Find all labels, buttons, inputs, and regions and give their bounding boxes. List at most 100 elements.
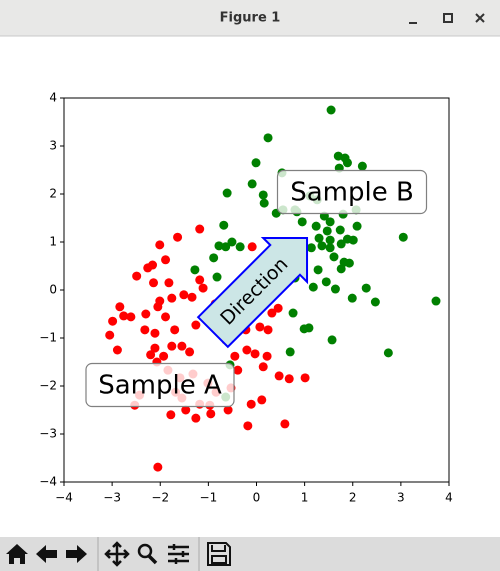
annotation-text: Sample A — [98, 371, 222, 401]
scatter-point — [285, 347, 295, 357]
y-tick-label: −4 — [39, 475, 57, 489]
close-button[interactable] — [475, 13, 485, 23]
scatter-point — [191, 320, 201, 330]
scatter-point — [209, 253, 219, 263]
scatter-point — [150, 343, 160, 353]
x-tick-label: 2 — [349, 491, 357, 505]
annotation-box — [276, 169, 428, 215]
title-bar — [0, 0, 500, 36]
scatter-point — [314, 233, 324, 243]
y-tick-label: 3 — [49, 139, 57, 153]
scatter-point — [259, 198, 269, 208]
scatter-point — [167, 341, 177, 351]
scatter-point — [119, 311, 129, 321]
scatter-point — [273, 303, 283, 313]
y-tick-label: 2 — [49, 187, 57, 201]
y-tick-label: −3 — [39, 427, 57, 441]
scatter-point — [274, 371, 284, 381]
scatter-point — [308, 282, 318, 292]
y-tick-label: −2 — [39, 379, 57, 393]
x-tick-label: 4 — [445, 491, 453, 505]
scatter-point — [361, 283, 371, 293]
scatter-point — [431, 296, 441, 306]
scatter-point — [214, 241, 224, 251]
scatter-point — [311, 221, 321, 231]
scatter-point — [198, 283, 208, 293]
scatter-point — [179, 290, 189, 300]
scatter-point — [325, 243, 335, 253]
scatter-point — [329, 252, 339, 262]
maximize-button[interactable] — [443, 13, 453, 23]
scatter-point — [166, 410, 176, 420]
configure-button[interactable] — [168, 544, 189, 564]
scatter-point — [164, 278, 174, 288]
annotation-text: Sample B — [290, 178, 414, 208]
annotation-box — [85, 362, 235, 408]
scatter-point — [344, 258, 354, 268]
scatter-point — [221, 242, 231, 252]
back-button[interactable] — [36, 545, 57, 563]
scatter-point — [263, 133, 273, 143]
scatter-point — [159, 351, 169, 361]
scatter-point — [262, 351, 272, 361]
scatter-point — [313, 265, 323, 275]
scatter-point — [141, 309, 151, 319]
scatter-point — [321, 277, 331, 287]
scatter-point — [398, 232, 408, 242]
scatter-point — [191, 413, 201, 423]
scatter-point — [187, 292, 197, 302]
scatter-point — [300, 373, 310, 383]
scatter-point — [115, 302, 125, 312]
x-tick-label: −2 — [151, 491, 169, 505]
plot: −4 −3 −2 −1 0 1 2 3 4 −4 −3 −2 −1 0 1 2 3 4 Sample A Sample… — [39, 91, 453, 505]
scatter-point — [246, 399, 256, 409]
scatter-point — [267, 308, 277, 318]
scatter-point — [258, 190, 268, 200]
x-tick-label: −1 — [200, 491, 218, 505]
scatter-point — [288, 308, 298, 318]
scatter-point — [233, 365, 243, 375]
y-tick-label: −1 — [39, 331, 57, 345]
scatter-point — [161, 255, 171, 265]
scatter-point — [347, 293, 357, 303]
scatter-point — [297, 217, 307, 227]
scatter-point — [336, 239, 346, 249]
scatter-point — [383, 348, 393, 358]
scatter-point — [326, 105, 336, 115]
forward-button[interactable] — [66, 545, 87, 563]
home-button[interactable] — [6, 544, 28, 564]
scatter-point — [235, 242, 245, 252]
scatter-point — [149, 278, 159, 288]
scatter-point — [155, 240, 165, 250]
pan-button[interactable] — [104, 541, 130, 567]
scatter-point — [257, 395, 267, 405]
scatter-point — [173, 232, 183, 242]
save-button[interactable] — [207, 542, 231, 566]
scatter-point — [140, 325, 150, 335]
scatter-point — [112, 345, 122, 355]
scatter-point — [330, 284, 340, 294]
scatter-point — [230, 351, 240, 361]
scatter-point — [299, 324, 309, 334]
scatter-point — [352, 221, 362, 231]
scatter-point — [170, 325, 180, 335]
scatter-point — [223, 405, 233, 415]
scatter-point — [126, 312, 136, 322]
scatter-point — [342, 158, 352, 168]
scatter-point — [190, 265, 200, 275]
scatter-point — [335, 225, 345, 235]
scatter-point — [105, 330, 115, 340]
axes-frame — [63, 97, 450, 483]
zoom-button[interactable] — [137, 543, 158, 565]
scatter-point — [280, 419, 290, 429]
scatter-point — [150, 328, 160, 338]
scatter-point — [336, 264, 346, 274]
x-tick-label: −3 — [103, 491, 121, 505]
scatter-point — [247, 242, 257, 252]
direction-arrow: Direction — [196, 236, 309, 349]
scatter-point — [146, 350, 156, 360]
scatter-point — [153, 462, 163, 472]
scatter-point — [195, 275, 205, 285]
scatter-point — [181, 405, 191, 415]
